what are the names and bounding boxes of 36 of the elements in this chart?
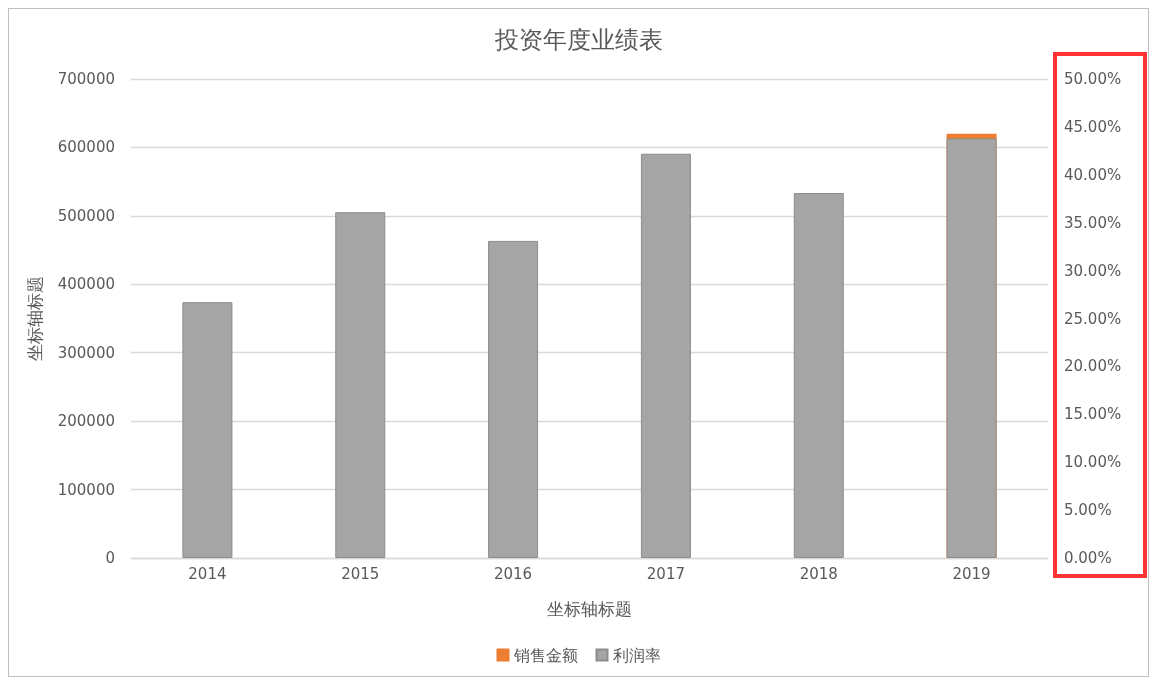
- y-tick-label: 0: [105, 549, 115, 567]
- legend-label: 销售金额: [512, 645, 578, 665]
- y-tick-label: 500000: [57, 206, 115, 225]
- y2-tick-label: 45.00%: [1064, 117, 1122, 136]
- y-tick-label: 600000: [57, 138, 115, 157]
- y2-tick-label: 15.00%: [1064, 405, 1122, 424]
- bar: [182, 302, 233, 558]
- y2-tick-label: 30.00%: [1064, 261, 1122, 280]
- x-tick-label: 2016: [493, 564, 533, 583]
- y-tick-label: 100000: [57, 480, 115, 499]
- y2-tick-label: 25.00%: [1064, 309, 1122, 328]
- y-tick-label: 400000: [57, 275, 115, 294]
- bar: [488, 240, 539, 558]
- bar: [946, 138, 997, 558]
- x-tick-label: 2015: [341, 564, 380, 583]
- x-tick-label: 2019: [952, 564, 991, 583]
- y2-tick-label: 0.00%: [1064, 549, 1112, 567]
- bar: [335, 212, 386, 558]
- bar: [640, 153, 691, 558]
- y2-tick-label: 20.00%: [1064, 357, 1122, 376]
- bar: [793, 193, 844, 558]
- y2-tick-label: 50.00%: [1064, 70, 1122, 88]
- y-tick-label: 300000: [57, 343, 115, 362]
- legend-label: 利润率: [612, 645, 661, 665]
- y-axis-title: 坐标轴标题: [24, 276, 45, 361]
- y-tick-label: 700000: [57, 70, 115, 88]
- y2-tick-label: 5.00%: [1064, 501, 1112, 520]
- x-tick-label: 2017: [646, 564, 686, 583]
- y-tick-label: 200000: [57, 412, 115, 431]
- chart-title: 投资年度业绩表: [493, 26, 663, 54]
- y2-tick-label: 10.00%: [1064, 453, 1122, 472]
- x-tick-label: 2014: [188, 564, 227, 583]
- x-tick-label: 2018: [799, 564, 838, 583]
- y2-tick-label: 40.00%: [1064, 165, 1122, 184]
- x-axis-title: 坐标轴标题: [547, 598, 632, 619]
- y2-tick-label: 35.00%: [1064, 213, 1122, 232]
